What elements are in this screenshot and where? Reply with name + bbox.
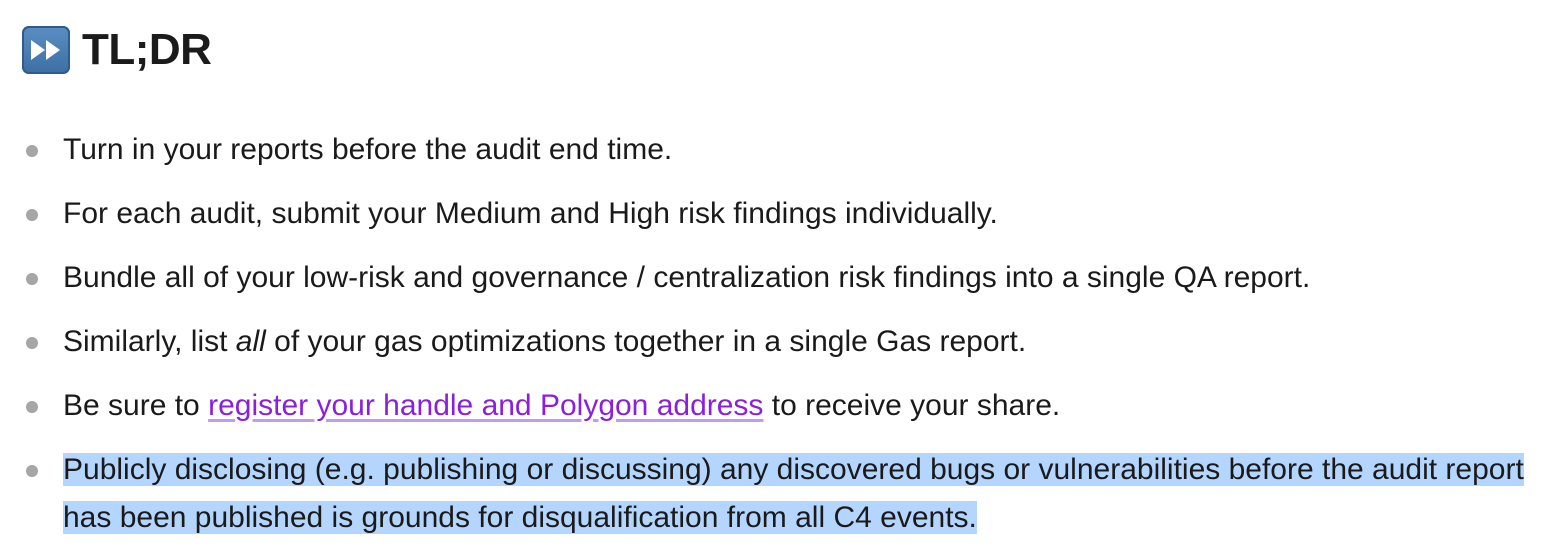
bullet-icon — [26, 465, 38, 477]
selected-text-block: Publicly disclosing (e.g. publishing or … — [63, 446, 1549, 542]
text-after-emphasis: of your gas optimizations together in a … — [265, 325, 1027, 358]
list-item-text: Turn in your reports before the audit en… — [63, 133, 673, 166]
list-item-text: Similarly, list all of your gas optimiza… — [63, 318, 1026, 366]
bullet-icon — [26, 273, 38, 285]
list-item-text: Be sure to register your handle and Poly… — [63, 382, 1060, 430]
heading-title: TL;DR — [82, 25, 212, 74]
bullet-icon — [26, 209, 38, 221]
list-item-text: For each audit, submit your Medium and H… — [63, 197, 998, 230]
list-item-text: Bundle all of your low-risk and governan… — [63, 261, 1311, 294]
text-after-link: to receive your share. — [763, 389, 1061, 422]
text-before-emphasis: Similarly, list — [63, 325, 236, 358]
emphasis-text: all — [235, 325, 266, 358]
text-before-link: Be sure to — [63, 389, 209, 422]
list-item-text: Publicly disclosing (e.g. publishing or … — [63, 453, 1524, 534]
bullet-icon — [26, 145, 38, 157]
fast-forward-icon — [22, 26, 70, 74]
bullet-icon — [26, 337, 38, 349]
bullet-icon — [26, 401, 38, 413]
register-handle-link[interactable]: register your handle and Polygon address — [208, 389, 764, 422]
section-heading: TL;DR — [22, 24, 212, 76]
